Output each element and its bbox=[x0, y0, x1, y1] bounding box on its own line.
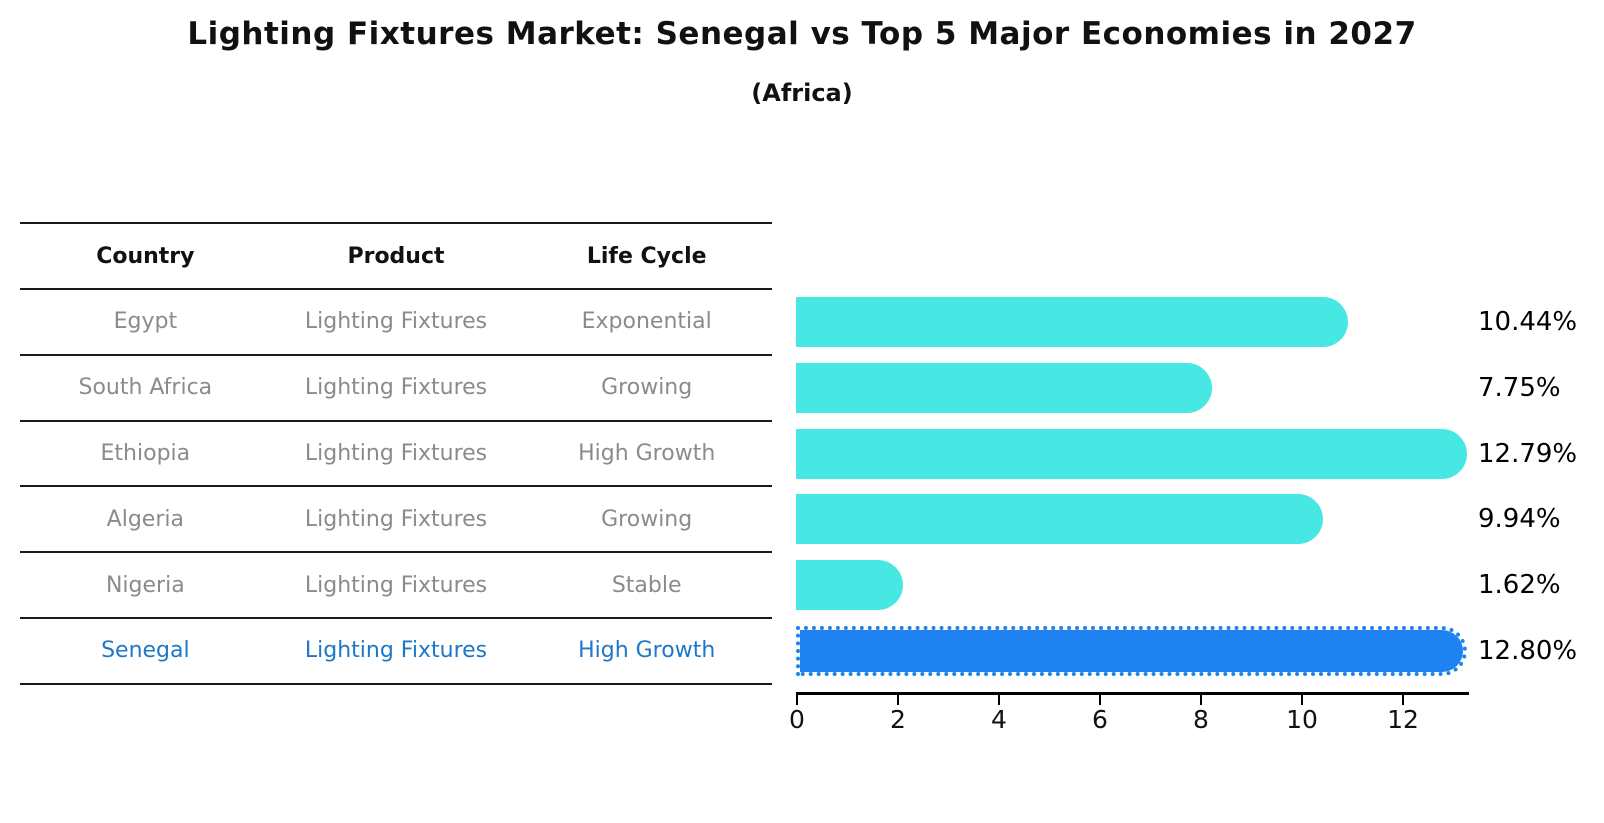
cell-country: Ethiopia bbox=[100, 440, 191, 466]
country-table: Country Product Life Cycle Egypt Lightin… bbox=[20, 222, 772, 685]
bar-egypt bbox=[796, 296, 1349, 347]
cell-product: Lighting Fixtures bbox=[304, 572, 488, 598]
cell-product: Lighting Fixtures bbox=[304, 375, 488, 401]
cell-country: Algeria bbox=[106, 506, 184, 532]
cell-lifecycle: Stable bbox=[611, 572, 682, 598]
bar-senegal bbox=[796, 625, 1468, 676]
column-header-product: Product bbox=[347, 243, 445, 269]
x-axis-tick bbox=[1200, 695, 1202, 705]
table-header-row: Country Product Life Cycle bbox=[20, 222, 772, 290]
x-axis-tick-label: 4 bbox=[991, 705, 1007, 734]
value-label-ethiopia: 12.79% bbox=[1478, 438, 1578, 469]
x-axis-tick-label: 6 bbox=[1092, 705, 1108, 734]
x-axis-tick bbox=[1301, 695, 1303, 705]
x-axis-tick-label: 8 bbox=[1193, 705, 1209, 734]
column-header-country: Country bbox=[96, 243, 195, 269]
bar-ethiopia bbox=[796, 428, 1467, 479]
cell-lifecycle: High Growth bbox=[578, 638, 716, 664]
x-axis-tick bbox=[897, 695, 899, 705]
x-axis-tick bbox=[1402, 695, 1404, 705]
x-axis-tick bbox=[1099, 695, 1101, 705]
cell-country: South Africa bbox=[78, 375, 213, 401]
column-header-lifecycle: Life Cycle bbox=[586, 243, 707, 269]
cell-country: Egypt bbox=[113, 309, 178, 335]
x-axis-tick-label: 12 bbox=[1387, 705, 1419, 734]
x-axis-tick bbox=[796, 695, 798, 705]
cell-product: Lighting Fixtures bbox=[304, 506, 488, 532]
cell-lifecycle: Growing bbox=[601, 506, 693, 532]
value-label-south-africa: 7.75% bbox=[1478, 372, 1561, 403]
bar-algeria bbox=[796, 494, 1323, 545]
value-label-egypt: 10.44% bbox=[1478, 306, 1578, 337]
cell-lifecycle: Exponential bbox=[581, 309, 712, 335]
chart-subtitle: (Africa) bbox=[751, 79, 853, 107]
x-axis-line bbox=[796, 692, 1469, 695]
cell-product: Lighting Fixtures bbox=[304, 638, 488, 664]
x-axis-tick bbox=[998, 695, 1000, 705]
x-axis-tick-label: 0 bbox=[789, 705, 805, 734]
cell-country: Nigeria bbox=[105, 572, 185, 598]
table-row-senegal: Senegal Lighting Fixtures High Growth bbox=[20, 619, 772, 685]
cell-product: Lighting Fixtures bbox=[304, 309, 488, 335]
bar-south-africa bbox=[796, 362, 1213, 413]
cell-product: Lighting Fixtures bbox=[304, 440, 488, 466]
x-axis-tick-label: 10 bbox=[1286, 705, 1318, 734]
bar-nigeria bbox=[796, 560, 903, 611]
table-row-algeria: Algeria Lighting Fixtures Growing bbox=[20, 487, 772, 554]
chart-title: Lighting Fixtures Market: Senegal vs Top… bbox=[187, 16, 1417, 52]
table-row-south-africa: South Africa Lighting Fixtures Growing bbox=[20, 356, 772, 422]
table-row-ethiopia: Ethiopia Lighting Fixtures High Growth bbox=[20, 422, 772, 488]
value-label-nigeria: 1.62% bbox=[1478, 570, 1561, 601]
cell-country: Senegal bbox=[101, 638, 190, 664]
table-row-egypt: Egypt Lighting Fixtures Exponential bbox=[20, 290, 772, 356]
cell-lifecycle: Growing bbox=[601, 375, 693, 401]
value-label-senegal: 12.80% bbox=[1478, 635, 1578, 666]
x-axis-tick-label: 2 bbox=[890, 705, 906, 734]
value-label-algeria: 9.94% bbox=[1478, 504, 1561, 535]
table-row-nigeria: Nigeria Lighting Fixtures Stable bbox=[20, 553, 772, 619]
cell-lifecycle: High Growth bbox=[578, 440, 716, 466]
